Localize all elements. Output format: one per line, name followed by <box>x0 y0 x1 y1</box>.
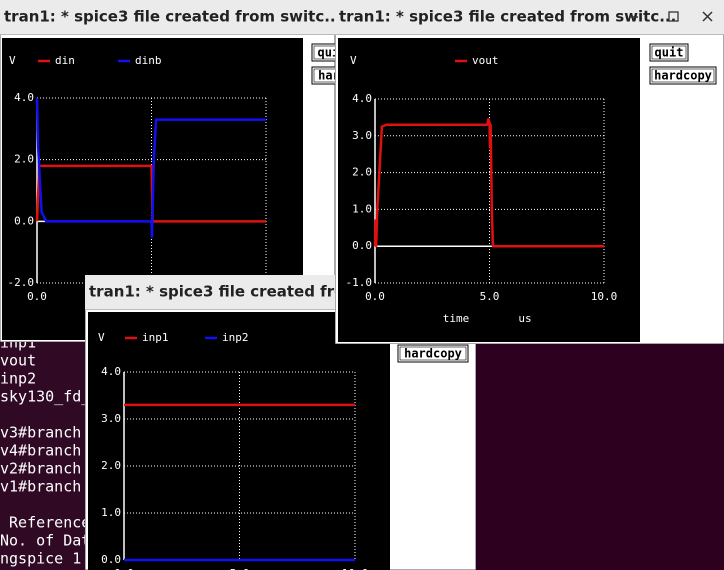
desktop-background <box>476 344 724 570</box>
button-frame[interactable] <box>649 43 689 62</box>
terminal-line: No. of Dat <box>0 532 90 550</box>
x-tick-label: 0.0 <box>27 290 47 303</box>
y-axis-label: V <box>98 331 105 344</box>
terminal-line: v4#branch <box>0 442 81 460</box>
x-tick-label: 10.0 <box>342 567 369 570</box>
terminal-line: ngspice 1 <box>0 550 81 568</box>
y-tick-label: 0.0 <box>101 553 121 566</box>
series-line <box>35 97 266 238</box>
y-tick-label: 4.0 <box>101 365 121 378</box>
window: tran1: * spice3 file created from swquit… <box>85 275 476 570</box>
y-axis-label: V <box>350 54 357 67</box>
legend-label: inp1 <box>142 331 169 344</box>
button-inner <box>313 45 335 60</box>
y-tick-label: 0.0 <box>14 214 34 227</box>
series-line <box>35 164 266 223</box>
y-tick-label: 3.0 <box>101 412 121 425</box>
button-frame[interactable] <box>649 66 717 85</box>
legend-label: vout <box>472 54 499 67</box>
terminal: inp1voutinp2sky130_fd_v3#branchv4#branch… <box>0 334 91 568</box>
button-label[interactable]: hardcopy <box>318 69 376 83</box>
button-frame[interactable] <box>311 66 382 85</box>
y-tick-label: 1.0 <box>352 202 372 215</box>
button-inner <box>399 346 467 361</box>
button-inner <box>313 68 335 83</box>
legend-label: dinb <box>135 54 162 67</box>
x-tick-label: 5.0 <box>230 567 250 570</box>
button-frame[interactable] <box>397 344 469 363</box>
title-bar <box>0 0 335 34</box>
button-label[interactable]: hardcopy <box>654 69 712 83</box>
y-tick-label: 4.0 <box>14 91 34 104</box>
y-tick-label: 2.0 <box>14 153 34 166</box>
y-tick-label: 1.0 <box>101 506 121 519</box>
series-line <box>373 117 604 248</box>
button-inner <box>651 68 715 83</box>
y-tick-label: 3.0 <box>352 129 372 142</box>
window-title: tran1: * spice3 file created from switc.… <box>4 8 341 26</box>
legend-label: din <box>55 54 75 67</box>
button-label[interactable]: quit <box>655 46 684 60</box>
terminal-line: sky130_fd_ <box>0 388 91 406</box>
terminal-line: inp2 <box>0 370 36 388</box>
maximize-button[interactable] <box>668 11 679 22</box>
x-tick-label: 0.0 <box>114 567 134 570</box>
terminal-line: v1#branch <box>0 478 81 496</box>
x-axis-unit: us <box>518 312 531 325</box>
y-tick-label: 0.0 <box>352 239 372 252</box>
y-tick-label: -1.0 <box>346 276 373 289</box>
legend-label: inp2 <box>222 331 249 344</box>
x-axis-label: time <box>443 312 470 325</box>
terminal-line: vout <box>0 352 36 370</box>
button-label[interactable]: quit <box>318 46 347 60</box>
y-tick-label: 4.0 <box>352 92 372 105</box>
terminal-line: v3#branch <box>0 424 81 442</box>
button-label[interactable]: hardcopy <box>404 347 462 361</box>
button-inner <box>651 45 687 60</box>
terminal-line: Reference <box>0 514 90 532</box>
y-axis-label: V <box>9 54 16 67</box>
terminal-line: v2#branch <box>0 460 81 478</box>
x-tick-label: 10.0 <box>591 290 618 303</box>
y-tick-label: 2.0 <box>101 459 121 472</box>
y-tick-label: -2.0 <box>8 276 35 289</box>
x-tick-label: 0.0 <box>365 290 385 303</box>
x-tick-label: 5.0 <box>480 290 500 303</box>
button-frame[interactable] <box>311 43 352 62</box>
y-tick-label: 2.0 <box>352 166 372 179</box>
window-title: tran1: * spice3 file created from switc.… <box>339 8 676 26</box>
window: tran1: * spice3 file created from switc.… <box>335 0 724 344</box>
title-bar <box>335 0 724 34</box>
window-title: tran1: * spice3 file created from sw <box>89 283 388 301</box>
close-button[interactable] <box>702 11 713 22</box>
